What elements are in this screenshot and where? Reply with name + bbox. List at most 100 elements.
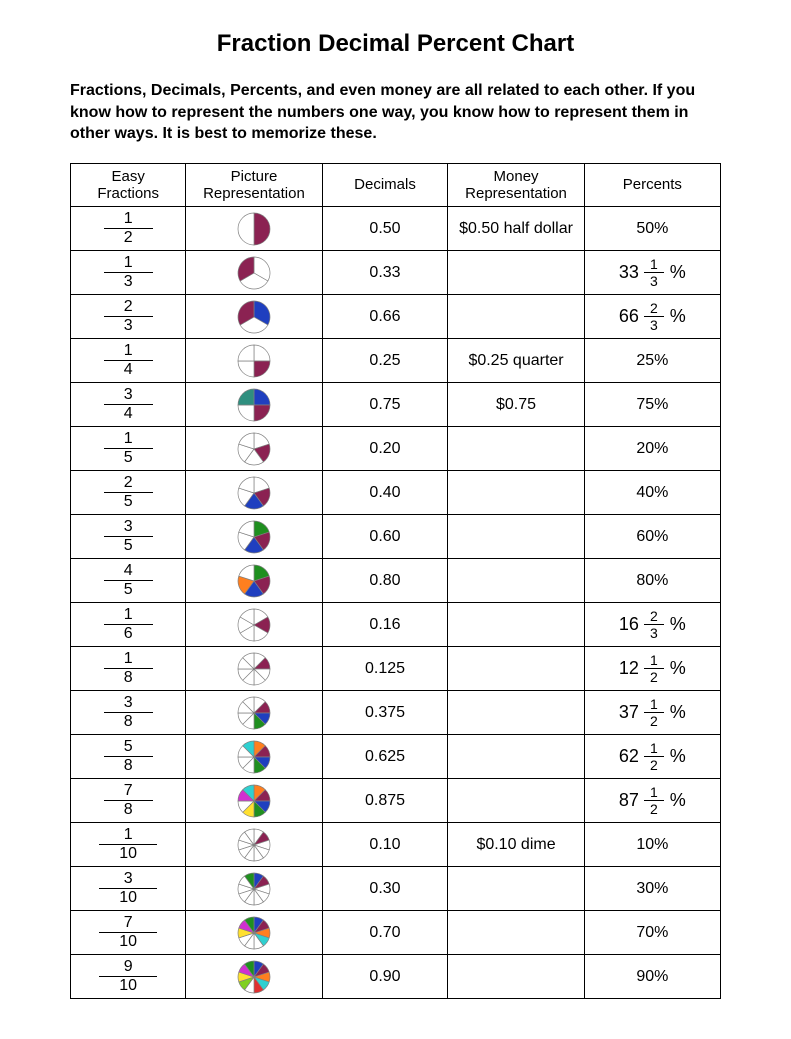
table-body: 120.50$0.50 half dollar50%130.333313%230… xyxy=(71,207,721,999)
picture-cell xyxy=(186,427,322,471)
table-row: 250.4040% xyxy=(71,471,721,515)
pie-icon xyxy=(236,563,272,599)
money-cell: $0.25 quarter xyxy=(448,339,584,383)
fraction: 78 xyxy=(104,783,153,818)
pie-icon xyxy=(236,255,272,291)
easy-fraction-cell: 15 xyxy=(71,427,186,471)
table-row: 230.666623% xyxy=(71,295,721,339)
intro-text: Fractions, Decimals, Percents, and even … xyxy=(70,80,721,145)
page: Fraction Decimal Percent Chart Fractions… xyxy=(0,0,791,1039)
mixed-percent: 6623% xyxy=(619,308,686,325)
fraction: 34 xyxy=(104,387,153,422)
fraction: 13 xyxy=(644,257,664,288)
table-row: 1100.10$0.10 dime10% xyxy=(71,823,721,867)
picture-cell xyxy=(186,955,322,999)
percent-cell: 80% xyxy=(584,559,720,603)
column-header: EasyFractions xyxy=(71,163,186,207)
percent-cell: 6623% xyxy=(584,295,720,339)
percent-cell: 6212% xyxy=(584,735,720,779)
percent-cell: 3712% xyxy=(584,691,720,735)
picture-cell xyxy=(186,867,322,911)
picture-cell xyxy=(186,251,322,295)
percent-cell: 90% xyxy=(584,955,720,999)
fraction: 18 xyxy=(104,651,153,686)
money-cell xyxy=(448,559,584,603)
fraction: 310 xyxy=(99,871,157,906)
pie-icon xyxy=(236,211,272,247)
decimal-cell: 0.80 xyxy=(322,559,448,603)
decimal-cell: 0.50 xyxy=(322,207,448,251)
mixed-percent: 3313% xyxy=(619,264,686,281)
money-cell xyxy=(448,735,584,779)
fraction: 23 xyxy=(644,301,664,332)
pie-icon xyxy=(236,827,272,863)
decimal-cell: 0.75 xyxy=(322,383,448,427)
picture-cell xyxy=(186,339,322,383)
pie-icon xyxy=(236,959,272,995)
fraction: 12 xyxy=(644,741,664,772)
pie-icon xyxy=(236,387,272,423)
percent-cell: 1212% xyxy=(584,647,720,691)
decimal-cell: 0.125 xyxy=(322,647,448,691)
money-cell xyxy=(448,471,584,515)
decimal-cell: 0.875 xyxy=(322,779,448,823)
table-row: 16 0.16 1623% xyxy=(71,603,721,647)
percent-cell: 8712% xyxy=(584,779,720,823)
picture-cell xyxy=(186,471,322,515)
decimal-cell: 0.16 xyxy=(322,603,448,647)
percent-cell: 20% xyxy=(584,427,720,471)
decimal-cell: 0.10 xyxy=(322,823,448,867)
fraction: 15 xyxy=(104,431,153,466)
money-cell xyxy=(448,515,584,559)
table-row: 340.75$0.7575% xyxy=(71,383,721,427)
column-header: MoneyRepresentation xyxy=(448,163,584,207)
table-row: 580.6256212% xyxy=(71,735,721,779)
money-cell xyxy=(448,603,584,647)
picture-cell xyxy=(186,559,322,603)
money-cell xyxy=(448,779,584,823)
easy-fraction-cell: 310 xyxy=(71,867,186,911)
money-cell: $0.50 half dollar xyxy=(448,207,584,251)
easy-fraction-cell: 38 xyxy=(71,691,186,735)
page-title: Fraction Decimal Percent Chart xyxy=(70,30,721,58)
fraction: 13 xyxy=(104,255,153,290)
fraction: 35 xyxy=(104,519,153,554)
percent-cell: 60% xyxy=(584,515,720,559)
fraction: 45 xyxy=(104,563,153,598)
picture-cell xyxy=(186,691,322,735)
mixed-percent: 1623% xyxy=(619,616,686,633)
decimal-cell: 0.20 xyxy=(322,427,448,471)
table-row: 7100.7070% xyxy=(71,911,721,955)
column-header: Percents xyxy=(584,163,720,207)
picture-cell xyxy=(186,207,322,251)
fraction: 12 xyxy=(104,211,153,246)
decimal-cell: 0.30 xyxy=(322,867,448,911)
table-row: 15 0.20 20% xyxy=(71,427,721,471)
easy-fraction-cell: 14 xyxy=(71,339,186,383)
percent-cell: 1623% xyxy=(584,603,720,647)
fraction: 16 xyxy=(104,607,153,642)
pie-icon xyxy=(236,299,272,335)
fraction-chart-table: EasyFractionsPictureRepresentationDecima… xyxy=(70,163,721,1000)
table-row: 380.3753712% xyxy=(71,691,721,735)
money-cell xyxy=(448,295,584,339)
fraction: 12 xyxy=(644,785,664,816)
picture-cell xyxy=(186,383,322,427)
decimal-cell: 0.90 xyxy=(322,955,448,999)
money-cell xyxy=(448,647,584,691)
fraction: 710 xyxy=(99,915,157,950)
table-row: 350.6060% xyxy=(71,515,721,559)
column-header: Decimals xyxy=(322,163,448,207)
fraction: 58 xyxy=(104,739,153,774)
fraction: 14 xyxy=(104,343,153,378)
pie-icon xyxy=(236,695,272,731)
percent-cell: 70% xyxy=(584,911,720,955)
table-row: 3100.3030% xyxy=(71,867,721,911)
fraction: 12 xyxy=(644,697,664,728)
money-cell: $0.10 dime xyxy=(448,823,584,867)
fraction: 23 xyxy=(104,299,153,334)
decimal-cell: 0.33 xyxy=(322,251,448,295)
easy-fraction-cell: 25 xyxy=(71,471,186,515)
table-row: 18 0.125 1212% xyxy=(71,647,721,691)
money-cell xyxy=(448,911,584,955)
